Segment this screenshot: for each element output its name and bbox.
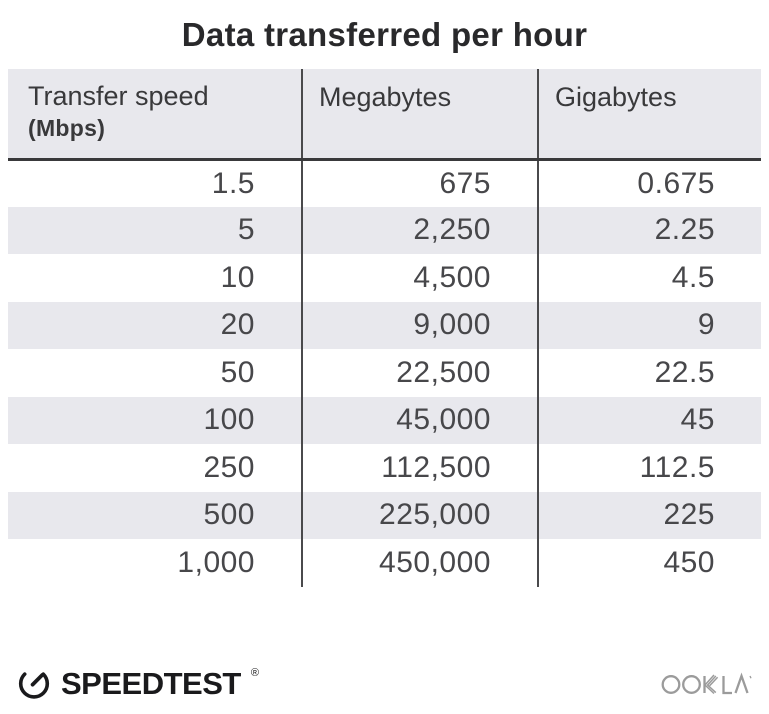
table-cell: 0.675 bbox=[537, 159, 761, 207]
table-cell: 4.5 bbox=[537, 254, 761, 302]
table-row: 50 22,500 22.5 bbox=[8, 349, 761, 397]
ookla-logo bbox=[661, 668, 757, 698]
table-cell: 225 bbox=[537, 491, 761, 539]
col-header-transfer-speed-label: Transfer speed bbox=[28, 81, 209, 111]
col-header-transfer-speed: Transfer speed (Mbps) bbox=[8, 69, 302, 161]
table-cell: 20 bbox=[220, 308, 255, 342]
table-cell: 112.5 bbox=[537, 444, 761, 492]
table-cell: 250 bbox=[203, 450, 255, 484]
table-cell: 50 bbox=[220, 355, 255, 389]
table-cell: 450 bbox=[537, 539, 761, 587]
table-cell: 450,000 bbox=[301, 539, 538, 587]
table-cell: 675 bbox=[301, 159, 538, 207]
header-row: Transfer speed (Mbps) Megabytes Gigabyte… bbox=[8, 69, 761, 161]
col-header-megabytes: Megabytes bbox=[301, 69, 538, 161]
speedtest-logo: SPEEDTEST ® bbox=[16, 665, 259, 701]
table-cell: 10 bbox=[220, 260, 255, 294]
table-cell: 9,000 bbox=[301, 301, 538, 349]
table-cell: 225,000 bbox=[301, 491, 538, 539]
table-row: 100 45,000 45 bbox=[8, 396, 761, 444]
table-row: 1.5 675 0.675 bbox=[8, 159, 761, 207]
col-header-gigabytes: Gigabytes bbox=[537, 69, 761, 161]
table-row: 500 225,000 225 bbox=[8, 491, 761, 539]
data-table: Transfer speed (Mbps) Megabytes Gigabyte… bbox=[8, 69, 761, 587]
table-cell: 45,000 bbox=[301, 396, 538, 444]
table-cell: 100 bbox=[203, 403, 255, 437]
table-cell: 9 bbox=[537, 301, 761, 349]
table-cell: 1,000 bbox=[177, 545, 255, 579]
footer: SPEEDTEST ® bbox=[16, 662, 757, 704]
page-title: Data transferred per hour bbox=[181, 16, 588, 53]
ookla-wordmark-icon bbox=[661, 672, 752, 695]
registered-trademark-icon: ® bbox=[250, 667, 259, 679]
col-header-transfer-speed-unit: (Mbps) bbox=[28, 114, 106, 141]
table-row: 250 112,500 112.5 bbox=[8, 444, 761, 492]
speedtest-gauge-icon bbox=[18, 672, 50, 699]
table-cell: 45 bbox=[537, 396, 761, 444]
table-cell: 22,500 bbox=[301, 349, 538, 397]
speedtest-wordmark: SPEEDTEST bbox=[61, 665, 241, 701]
table-row: 10 4,500 4.5 bbox=[8, 254, 761, 302]
table-cell: 112,500 bbox=[301, 444, 538, 492]
table-cell: 500 bbox=[203, 498, 255, 532]
table-cell: 2,250 bbox=[301, 206, 538, 254]
table-cell: 1.5 bbox=[211, 166, 255, 200]
table-row: 20 9,000 9 bbox=[8, 301, 761, 349]
table-cell: 5 bbox=[237, 213, 255, 247]
table-row: 1,000 450,000 450 bbox=[8, 539, 761, 587]
table-cell: 2.25 bbox=[537, 206, 761, 254]
table-row: 5 2,250 2.25 bbox=[8, 206, 761, 254]
table-cell: 4,500 bbox=[301, 254, 538, 302]
table-cell: 22.5 bbox=[537, 349, 761, 397]
